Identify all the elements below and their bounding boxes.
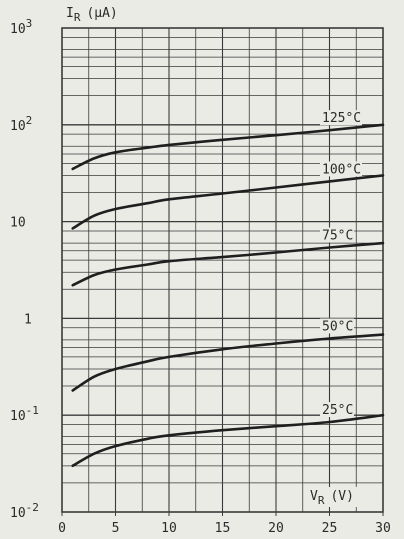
y-axis-label-bg	[63, 4, 131, 24]
y-tick-label: 10	[10, 216, 26, 231]
y-tick-label: 10-2	[10, 501, 39, 521]
curve-label: 25°C	[322, 403, 353, 418]
y-tick-label: 102	[10, 114, 32, 134]
x-tick-label: 20	[268, 521, 284, 536]
x-axis-label-bg	[307, 487, 375, 507]
curve-label-bg	[320, 318, 354, 334]
curve-label: 100°C	[322, 162, 361, 177]
y-tick-label: 10-1	[10, 404, 39, 424]
tick-labels: 0 5 10 15 20 25 30 10-2 10-1 1 10 102 103	[10, 17, 391, 536]
y-axis-label: IR (µA)	[66, 6, 118, 24]
curve-label-bg	[320, 161, 362, 177]
curve-label-bg	[320, 110, 362, 126]
y-tick-label: 1	[24, 312, 32, 327]
x-tick-label: 10	[161, 521, 177, 536]
axis-labels: IR (µA) VR (V)	[63, 4, 375, 507]
x-tick-label: 30	[375, 521, 391, 536]
curve-label: 50°C	[322, 319, 353, 334]
x-tick-label: 25	[322, 521, 338, 536]
curve-label-bg	[320, 227, 354, 243]
curve-label: 125°C	[322, 111, 361, 126]
series-line-100c	[71, 174, 385, 230]
x-axis-label: VR (V)	[310, 489, 354, 507]
x-tick-label: 5	[112, 521, 120, 536]
series-line-75c	[71, 241, 385, 287]
curves	[71, 123, 385, 468]
x-tick-label: 15	[215, 521, 231, 536]
curve-label-bg	[320, 402, 354, 418]
y-tick-label: 103	[10, 17, 32, 37]
x-tick-label: 0	[58, 521, 66, 536]
series-line-50c	[71, 333, 385, 392]
series-line-125c	[71, 123, 385, 171]
grid	[61, 27, 384, 516]
series-line-25c	[71, 413, 385, 468]
curve-labels: 25°C 50°C 75°C 100°C 125°C	[320, 110, 362, 418]
curve-label: 75°C	[322, 229, 353, 244]
